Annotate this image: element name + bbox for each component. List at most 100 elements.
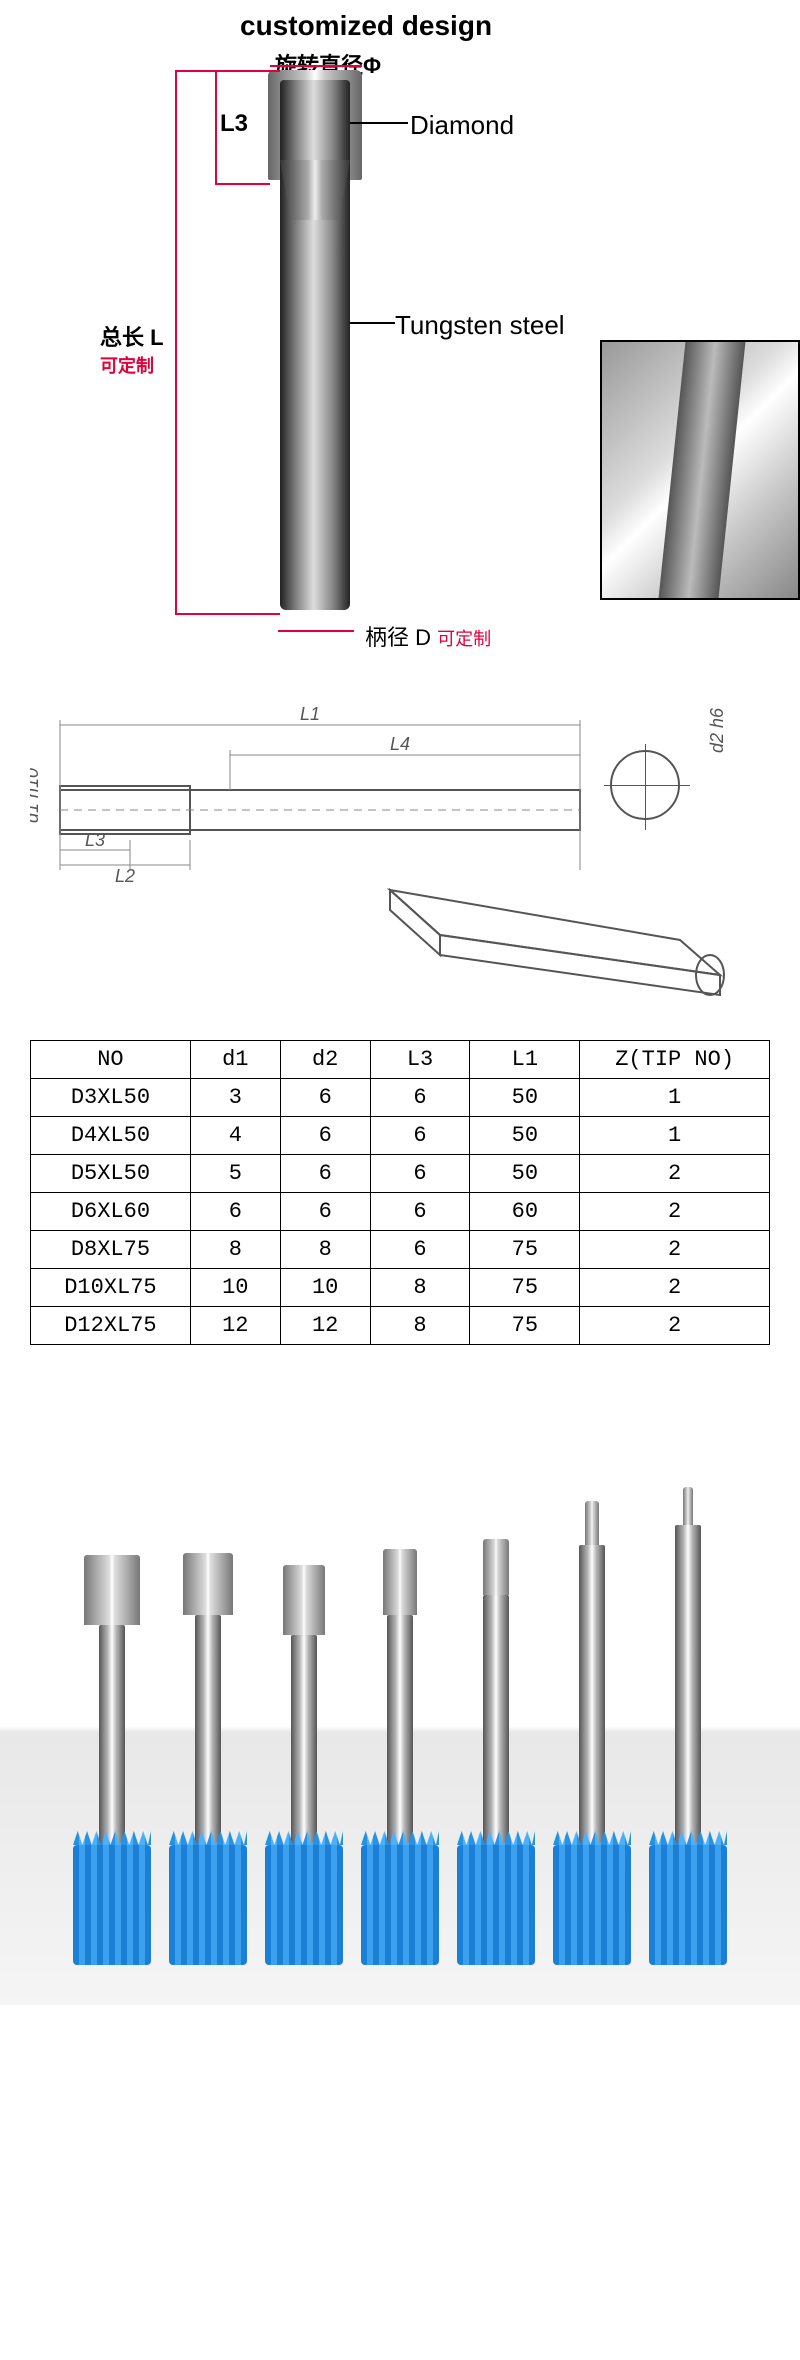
- table-cell: 10: [280, 1269, 370, 1307]
- label-L3: L3: [220, 110, 248, 138]
- dim-line-total-L: [175, 70, 177, 615]
- product-bit: [169, 1553, 247, 1965]
- table-cell: 6: [280, 1117, 370, 1155]
- dim-line-L3-bottom: [215, 183, 270, 185]
- table-cell: 3: [190, 1079, 280, 1117]
- table-header-cell: d2: [280, 1041, 370, 1079]
- bit-holder: [169, 1845, 247, 1965]
- detail-inset-photo: [600, 340, 800, 600]
- svg-text:L4: L4: [390, 734, 410, 754]
- bit-tip: [585, 1501, 599, 1545]
- table-cell: 8: [370, 1269, 470, 1307]
- bit-shank: [675, 1525, 701, 1845]
- bit-shank: [291, 1635, 317, 1845]
- table-cell: D10XL75: [31, 1269, 191, 1307]
- bit-shank: [99, 1625, 125, 1845]
- table-cell: 6: [370, 1079, 470, 1117]
- tool-flute: [280, 160, 350, 220]
- table-cell: 60: [470, 1193, 580, 1231]
- table-header-cell: Z(TIP NO): [580, 1041, 770, 1079]
- dim-line-D: [278, 630, 354, 632]
- table-cell: 2: [580, 1231, 770, 1269]
- bit-shank: [195, 1615, 221, 1845]
- table-header-row: NOd1d2L3L1Z(TIP NO): [31, 1041, 770, 1079]
- table-cell: 6: [280, 1155, 370, 1193]
- svg-text:L2: L2: [115, 866, 135, 886]
- bit-holder: [265, 1845, 343, 1965]
- table-row: D6XL60666602: [31, 1193, 770, 1231]
- table-cell: 8: [190, 1231, 280, 1269]
- bit-holder: [553, 1845, 631, 1965]
- product-photo-row: [0, 1385, 800, 2005]
- bit-shank: [483, 1595, 509, 1845]
- table-cell: 5: [190, 1155, 280, 1193]
- bit-tip: [283, 1565, 325, 1635]
- bit-holder: [73, 1845, 151, 1965]
- bit-tip: [383, 1549, 417, 1615]
- arrow-diamond: [350, 122, 408, 124]
- product-bit: [265, 1565, 343, 1965]
- table-cell: 2: [580, 1193, 770, 1231]
- table-row: D5XL50566502: [31, 1155, 770, 1193]
- table-cell: 8: [370, 1307, 470, 1345]
- table-cell: 6: [280, 1079, 370, 1117]
- bit-tip: [183, 1553, 233, 1615]
- table-cell: 6: [280, 1193, 370, 1231]
- table-cell: 50: [470, 1079, 580, 1117]
- table-header-cell: L1: [470, 1041, 580, 1079]
- table-cell: 6: [370, 1117, 470, 1155]
- label-d2: d2 h6: [707, 708, 728, 753]
- table-cell: 6: [370, 1155, 470, 1193]
- dim-line-L3-top: [215, 70, 270, 72]
- product-bit: [553, 1501, 631, 1965]
- table-cell: 6: [370, 1193, 470, 1231]
- table-row: D4XL50466501: [31, 1117, 770, 1155]
- bit-holder: [361, 1845, 439, 1965]
- table-cell: 2: [580, 1307, 770, 1345]
- table-cell: 4: [190, 1117, 280, 1155]
- customized-design-diagram: customized design 旋转直径Φ L3 总长 L 可定制 Diam…: [0, 0, 800, 680]
- table-cell: 12: [280, 1307, 370, 1345]
- dim-line-phi: [270, 65, 362, 67]
- table-cell: D8XL75: [31, 1231, 191, 1269]
- table-header-cell: d1: [190, 1041, 280, 1079]
- table-cell: 50: [470, 1117, 580, 1155]
- label-total-length: 总长 L 可定制: [100, 320, 164, 378]
- svg-text:L1: L1: [300, 704, 320, 724]
- tech-side-view: L1 L4 L2 L3 d1 h10: [30, 700, 590, 900]
- table-header-cell: NO: [31, 1041, 191, 1079]
- label-diamond: Diamond: [410, 110, 514, 141]
- table-row: D3XL50366501: [31, 1079, 770, 1117]
- table-cell: D5XL50: [31, 1155, 191, 1193]
- svg-text:L3: L3: [85, 830, 105, 850]
- product-bit: [457, 1539, 535, 1965]
- table-cell: 1: [580, 1117, 770, 1155]
- bit-tip: [84, 1555, 140, 1625]
- tech-iso-view: [380, 880, 740, 1000]
- table-row: D12XL7512128752: [31, 1307, 770, 1345]
- bit-shank: [387, 1615, 413, 1845]
- table-cell: 2: [580, 1269, 770, 1307]
- table-cell: D4XL50: [31, 1117, 191, 1155]
- table-cell: D12XL75: [31, 1307, 191, 1345]
- product-bit: [73, 1555, 151, 1965]
- bit-shank: [579, 1545, 605, 1845]
- table-row: D10XL7510108752: [31, 1269, 770, 1307]
- table-cell: D6XL60: [31, 1193, 191, 1231]
- table-cell: 8: [280, 1231, 370, 1269]
- technical-drawing: L1 L4 L2 L3 d1 h10 d2 h6: [0, 680, 800, 1030]
- table-cell: 50: [470, 1155, 580, 1193]
- table-cell: 12: [190, 1307, 280, 1345]
- tool-shank: [280, 80, 350, 610]
- diagram-title: customized design: [240, 10, 492, 42]
- bit-holder: [457, 1845, 535, 1965]
- bit-tip: [483, 1539, 509, 1595]
- dim-line-L3: [215, 70, 217, 183]
- bit-holder: [649, 1845, 727, 1965]
- table-cell: 75: [470, 1307, 580, 1345]
- arrow-tungsten: [350, 322, 395, 324]
- spec-table: NOd1d2L3L1Z(TIP NO) D3XL50366501D4XL5046…: [30, 1040, 770, 1345]
- dim-line-L-bottom: [175, 613, 280, 615]
- table-cell: 75: [470, 1231, 580, 1269]
- label-shank-D: 柄径 D 可定制: [365, 620, 491, 652]
